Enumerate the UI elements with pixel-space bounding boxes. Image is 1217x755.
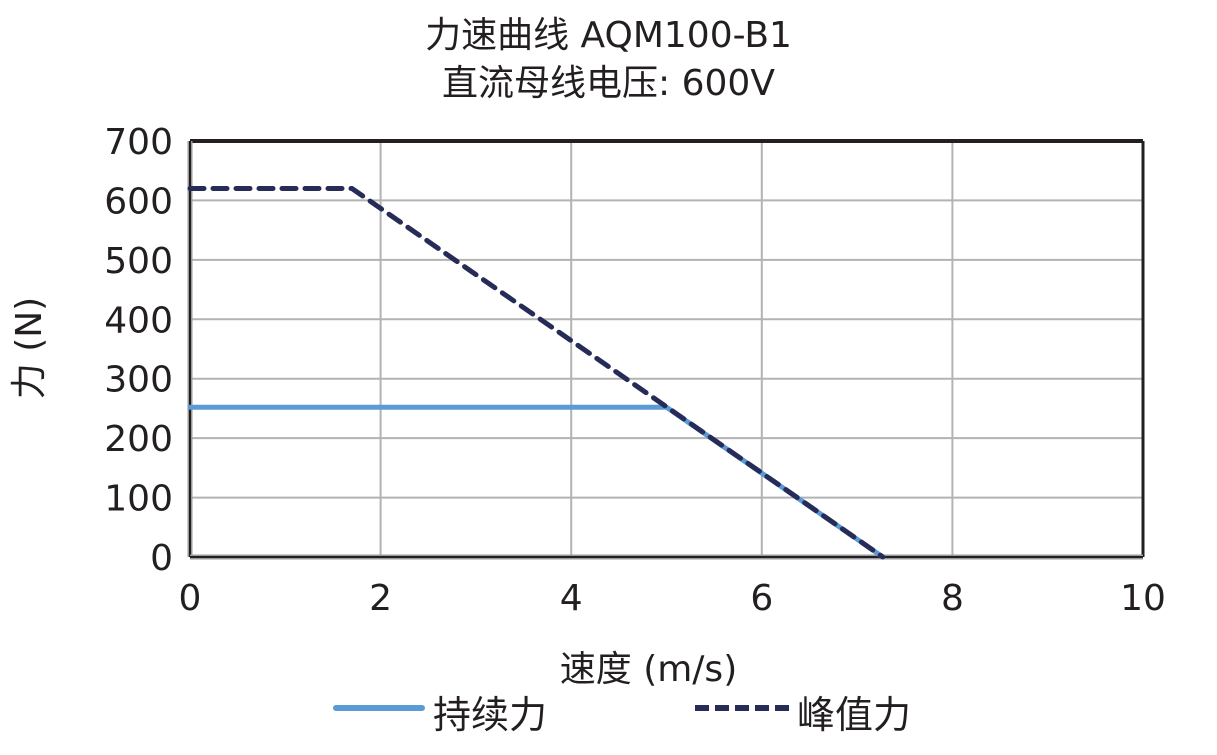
y-axis-label: 力 (N) [9,296,51,400]
y-tick-label: 300 [104,360,173,401]
y-tick-label: 500 [104,241,173,282]
y-tick-label: 200 [104,419,173,460]
y-tick-label: 700 [104,122,173,163]
x-tick-label: 2 [369,578,392,619]
x-tick-label: 4 [560,578,583,619]
x-tick-label: 8 [941,578,964,619]
series-line-peak [187,186,886,560]
y-tick-label: 100 [104,479,173,520]
y-tick-label: 600 [104,181,173,222]
legend-swatch-peak [695,705,793,711]
x-tick-label: 6 [750,578,773,619]
y-tick-label: 400 [104,300,173,341]
chart-subtitle: 直流母线电压: 600V [442,63,775,104]
x-tick-label: 0 [179,578,202,619]
x-axis-label: 速度 (m/s) [559,649,738,690]
x-tick-label: 10 [1120,578,1166,619]
legend-label-peak: 峰值力 [797,693,912,737]
chart-title: 力速曲线 AQM100-B1 [425,15,792,56]
legend-label-continuous: 持续力 [433,693,548,737]
legend-swatch-continuous [333,705,425,711]
y-tick-label: 0 [150,538,173,579]
